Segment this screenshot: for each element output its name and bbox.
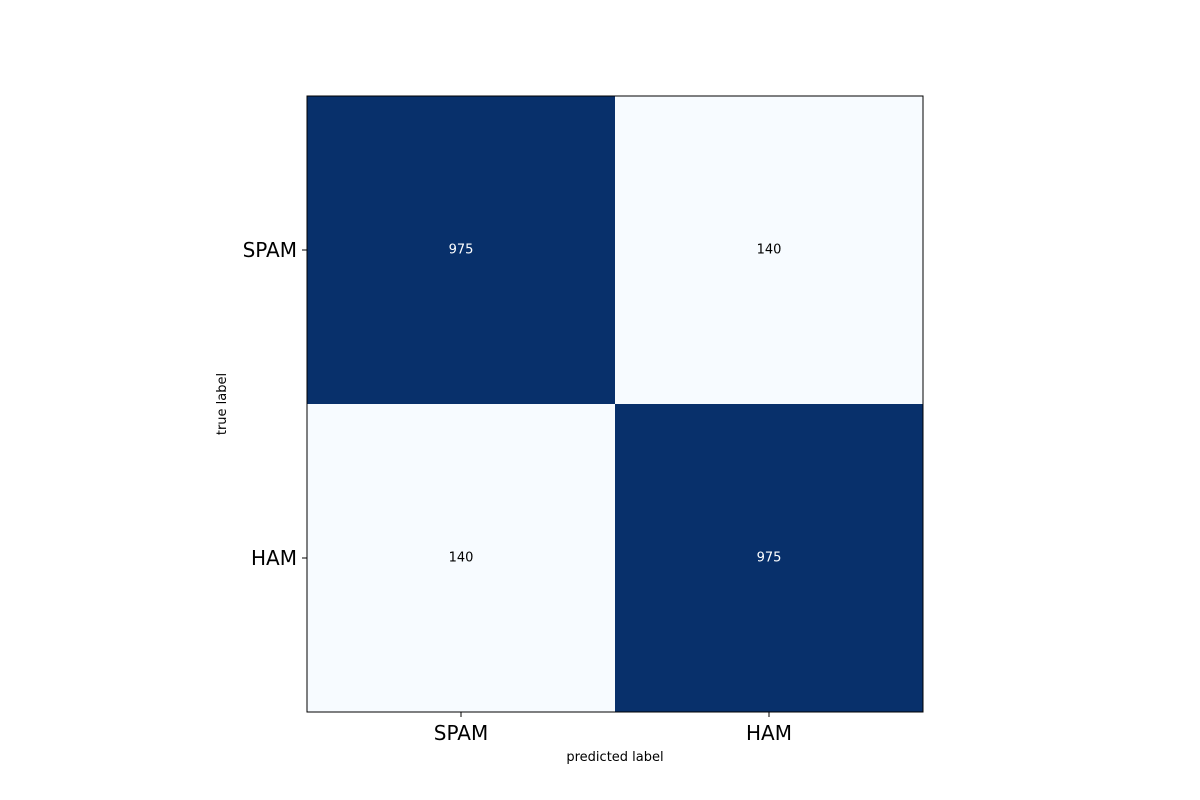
cell-value-label: 975 — [757, 551, 782, 566]
heatmap-cell-spam-ham — [615, 96, 923, 404]
cell-value-label: 140 — [449, 551, 474, 566]
cell-value-label: 140 — [757, 243, 782, 258]
plot-frame — [306, 95, 924, 713]
x-axis-label: predicted label — [566, 750, 663, 765]
x-tick-label: HAM — [746, 721, 792, 745]
x-tick-label: SPAM — [434, 721, 488, 745]
heatmap-cell-ham-spam — [307, 404, 615, 712]
cell-value-labels: 975 140 140 975 — [449, 243, 782, 566]
y-tick-label: HAM — [251, 546, 297, 570]
cell-value-label: 975 — [449, 243, 474, 258]
heatmap-cell-ham-ham — [615, 404, 923, 712]
heatmap-cells — [307, 96, 923, 712]
y-axis-label: true label — [215, 373, 230, 435]
axis-ticks: SPAM HAM SPAM HAM — [243, 238, 792, 745]
heatmap-cell-spam-spam — [307, 96, 615, 404]
y-tick-label: SPAM — [243, 238, 297, 262]
